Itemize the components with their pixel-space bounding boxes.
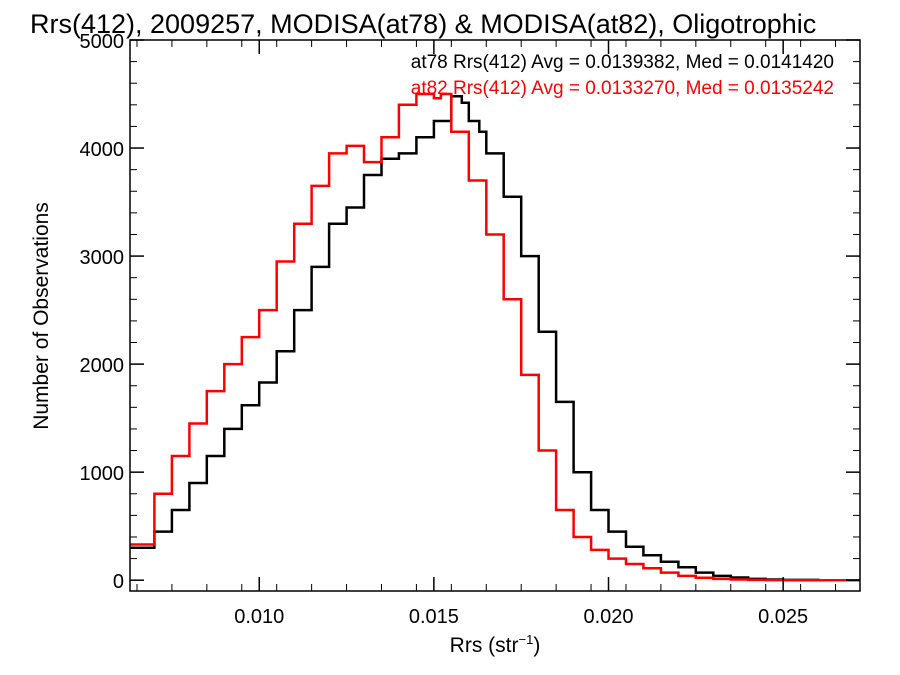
x-axis-label-main: Rrs (str [450,634,519,657]
legend-entry-at82: at82 Rrs(412) Avg = 0.0133270, Med = 0.0… [411,78,834,99]
y-tick-label: 2000 [80,355,125,377]
x-axis-label-close: ) [533,634,540,657]
series-line-at82 [130,92,860,582]
y-tick-label: 0 [113,571,124,593]
chart-title: Rrs(412), 2009257, MODISA(at78) & MODISA… [30,9,816,39]
x-tick-label: 0.010 [234,606,284,628]
y-tick-label: 1000 [80,463,125,485]
y-tick-label: 5000 [80,31,125,53]
y-tick-label: 4000 [80,139,125,161]
x-axis-label-exponent: −1 [519,632,534,647]
y-tick-label: 3000 [80,247,125,269]
x-axis-label: Rrs (str−1) [450,632,541,657]
series-line-at78 [130,94,860,582]
x-tick-label: 0.020 [583,606,633,628]
y-axis-label: Number of Observations [30,202,53,430]
legend-entry-at78: at78 Rrs(412) Avg = 0.0139382, Med = 0.0… [411,52,834,73]
plot-frame [129,39,861,592]
x-tick-label: 0.015 [409,606,459,628]
x-tick-label: 0.025 [758,606,808,628]
